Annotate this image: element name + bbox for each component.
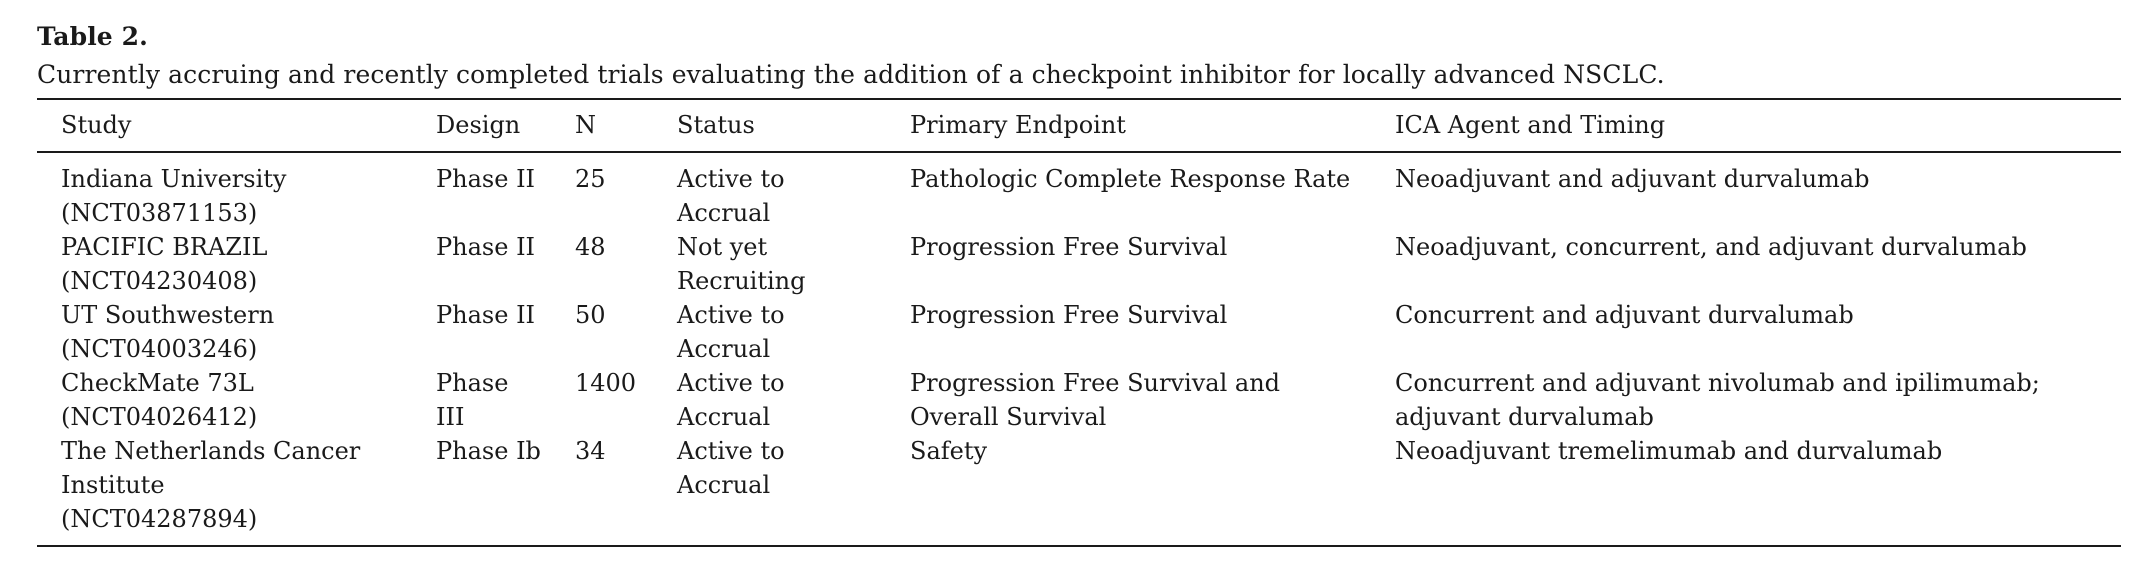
study-id: (NCT03871153)	[61, 199, 258, 227]
cell-endpoint: Pathologic Complete Response Rate	[910, 165, 1351, 193]
study-name: The Netherlands Cancer Institute	[61, 437, 361, 499]
cell-agent: Neoadjuvant tremelimumab and durvalumab	[1395, 437, 1943, 465]
study-id: (NCT04287894)	[61, 505, 258, 533]
cell-n: 1400	[575, 369, 637, 397]
trials-table: Study Design N Status Primary Endpoint I…	[37, 98, 2121, 547]
table-label: Table 2.	[37, 22, 148, 51]
column-header-study: Study	[61, 111, 132, 139]
study-name: Indiana University	[61, 165, 287, 193]
cell-study: PACIFIC BRAZIL (NCT04230408)	[37, 230, 412, 298]
cell-design: Phase II	[436, 301, 536, 329]
cell-design: Phase III	[436, 369, 509, 431]
table-row: The Netherlands Cancer Institute (NCT042…	[37, 434, 2121, 546]
study-name: UT Southwestern	[61, 301, 275, 329]
cell-design: Phase Ib	[436, 437, 541, 465]
cell-n: 25	[575, 165, 606, 193]
cell-endpoint: Progression Free Survival	[910, 301, 1228, 329]
cell-endpoint: Progression Free Survival	[910, 233, 1228, 261]
table-container: Table 2. Currently accruing and recently…	[37, 18, 2121, 547]
column-header-endpoint: Primary Endpoint	[910, 111, 1126, 139]
study-id: (NCT04230408)	[61, 267, 258, 295]
cell-endpoint: Progression Free Survival and Overall Su…	[910, 369, 1281, 431]
cell-status: Not yet Recruiting	[677, 233, 806, 295]
cell-status: Active to Accrual	[677, 165, 785, 227]
cell-study: UT Southwestern (NCT04003246)	[37, 298, 412, 366]
column-header-n: N	[575, 111, 596, 139]
table-row: Indiana University (NCT03871153) Phase I…	[37, 152, 2121, 230]
table-row: UT Southwestern (NCT04003246) Phase II 5…	[37, 298, 2121, 366]
cell-design: Phase II	[436, 233, 536, 261]
cell-agent: Neoadjuvant, concurrent, and adjuvant du…	[1395, 233, 2027, 261]
study-id: (NCT04026412)	[61, 403, 258, 431]
header-row: Study Design N Status Primary Endpoint I…	[37, 99, 2121, 152]
cell-n: 50	[575, 301, 606, 329]
cell-status: Active to Accrual	[677, 369, 785, 431]
table-row: PACIFIC BRAZIL (NCT04230408) Phase II 48…	[37, 230, 2121, 298]
column-header-status: Status	[677, 111, 755, 139]
cell-study: CheckMate 73L (NCT04026412)	[37, 366, 412, 434]
study-name: PACIFIC BRAZIL	[61, 233, 268, 261]
table-caption: Currently accruing and recently complete…	[37, 60, 1665, 89]
cell-endpoint: Safety	[910, 437, 988, 465]
cell-agent: Concurrent and adjuvant nivolumab and ip…	[1395, 369, 2040, 431]
column-header-agent: ICA Agent and Timing	[1395, 111, 1666, 139]
cell-status: Active to Accrual	[677, 437, 785, 499]
column-header-design: Design	[436, 111, 521, 139]
table-row: CheckMate 73L (NCT04026412) Phase III 14…	[37, 366, 2121, 434]
cell-design: Phase II	[436, 165, 536, 193]
cell-n: 34	[575, 437, 606, 465]
cell-agent: Concurrent and adjuvant durvalumab	[1395, 301, 1854, 329]
cell-study: The Netherlands Cancer Institute (NCT042…	[37, 434, 412, 546]
study-id: (NCT04003246)	[61, 335, 258, 363]
cell-status: Active to Accrual	[677, 301, 785, 363]
study-name: CheckMate 73L	[61, 369, 254, 397]
cell-study: Indiana University (NCT03871153)	[37, 152, 412, 230]
cell-n: 48	[575, 233, 606, 261]
cell-agent: Neoadjuvant and adjuvant durvalumab	[1395, 165, 1870, 193]
